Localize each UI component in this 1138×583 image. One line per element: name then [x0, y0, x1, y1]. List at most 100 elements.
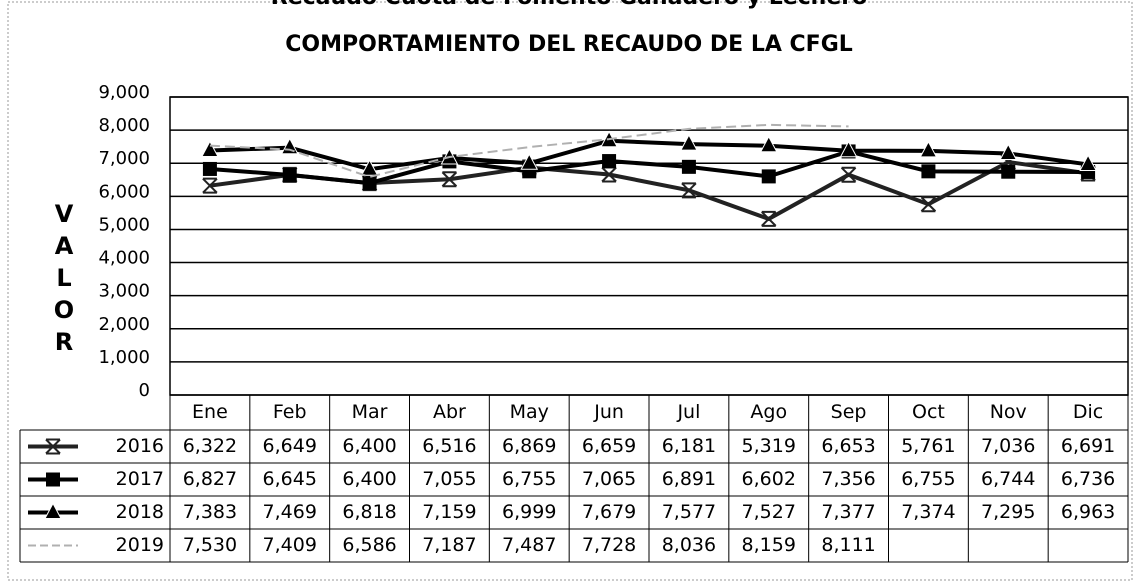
table-value: 6,602 — [742, 468, 796, 490]
table-value: 7,469 — [263, 501, 317, 523]
marker — [761, 210, 777, 227]
marker — [201, 140, 219, 158]
table-value: 5,319 — [742, 435, 796, 457]
table-value: 7,356 — [821, 468, 875, 490]
table-value: 7,295 — [981, 501, 1035, 523]
marker — [362, 176, 377, 191]
y-tick-label: 6,000 — [98, 181, 150, 202]
x-tick-label: Oct — [912, 401, 945, 423]
x-tick-label: Ago — [750, 401, 787, 423]
table-value: 7,377 — [821, 501, 875, 523]
x-tick-label: Ene — [192, 401, 228, 423]
marker — [202, 161, 217, 176]
marker — [45, 438, 61, 455]
table-value: 5,761 — [901, 435, 955, 457]
y-tick-label: 2,000 — [98, 314, 150, 335]
table-value: 6,691 — [1061, 435, 1115, 457]
table-value: 6,659 — [582, 435, 636, 457]
table-value: 6,645 — [263, 468, 317, 490]
table-value: 6,736 — [1061, 468, 1115, 490]
table-value: 7,530 — [183, 534, 237, 556]
marker — [839, 140, 858, 158]
x-tick-label: Mar — [352, 401, 388, 423]
y-tick-label: 0 — [139, 380, 150, 401]
x-tick-label: Sep — [831, 401, 867, 423]
table-value: 8,159 — [742, 534, 796, 556]
marker — [1079, 154, 1097, 171]
table-value: 6,586 — [342, 534, 396, 556]
table-value: 7,036 — [981, 435, 1035, 457]
x-tick-label: Dic — [1073, 401, 1103, 423]
marker — [999, 143, 1018, 160]
table-value: 7,374 — [901, 501, 955, 523]
marker — [202, 177, 218, 194]
marker — [759, 135, 778, 153]
marker — [681, 159, 696, 174]
table-value: 7,187 — [422, 534, 476, 556]
x-tick-label: Jun — [593, 401, 624, 423]
table-value: 6,744 — [981, 468, 1035, 490]
table-value: 6,653 — [821, 435, 875, 457]
y-tick-label: 8,000 — [98, 115, 150, 136]
table-value: 6,649 — [263, 435, 317, 457]
y-tick-label: 9,000 — [98, 82, 150, 103]
y-tick-label: 4,000 — [98, 248, 150, 269]
marker — [282, 167, 297, 182]
table-value: 6,516 — [422, 435, 476, 457]
marker — [761, 169, 776, 184]
legend-label: 2019 — [116, 534, 164, 556]
legend-label: 2016 — [116, 435, 164, 457]
table-value: 6,818 — [342, 501, 396, 523]
table-value: 6,891 — [662, 468, 716, 490]
outer-border — [7, 1, 1133, 581]
table-value: 6,400 — [342, 435, 396, 457]
table-value: 7,065 — [582, 468, 636, 490]
marker — [44, 502, 62, 519]
x-tick-label: May — [510, 401, 549, 423]
y-tick-label: 5,000 — [98, 214, 150, 235]
table-value: 7,409 — [263, 534, 317, 556]
marker — [681, 182, 697, 199]
table-value: 8,036 — [662, 534, 716, 556]
y-tick-label: 1,000 — [98, 347, 150, 368]
chart-title: COMPORTAMIENTO DEL RECAUDO DE LA CFGL — [285, 32, 853, 57]
legend-label: 2017 — [116, 468, 164, 490]
table-value: 6,755 — [502, 468, 556, 490]
x-tick-label: Nov — [990, 401, 1027, 423]
series-line — [209, 123, 849, 178]
table-value: 7,159 — [422, 501, 476, 523]
y-axis-label: VALOR — [50, 200, 78, 360]
series-line — [209, 149, 1089, 186]
table-value: 8,111 — [821, 534, 875, 556]
table-value: 6,827 — [183, 468, 237, 490]
marker — [840, 166, 857, 183]
page-title: Recaudo Cuota de Fomento Ganadero y Lech… — [271, 0, 867, 10]
marker — [46, 472, 60, 487]
table-value: 7,487 — [502, 534, 556, 556]
marker — [602, 154, 617, 169]
x-tick-label: Abr — [433, 401, 466, 423]
marker — [920, 196, 937, 213]
legend-label: 2018 — [116, 501, 164, 523]
marker — [1000, 154, 1016, 171]
marker — [601, 166, 617, 183]
marker — [360, 159, 379, 176]
x-tick-label: Feb — [273, 401, 307, 423]
table-value: 6,999 — [502, 501, 556, 523]
marker — [1001, 164, 1016, 179]
table-value: 6,400 — [342, 468, 396, 490]
marker — [921, 164, 936, 179]
x-tick-label: Jul — [676, 401, 700, 423]
table-value: 7,055 — [422, 468, 476, 490]
y-tick-label: 3,000 — [98, 281, 150, 302]
marker — [441, 171, 458, 188]
y-tick-label: 7,000 — [98, 148, 150, 169]
marker — [520, 153, 539, 170]
marker — [680, 134, 698, 151]
table-value: 6,755 — [901, 468, 955, 490]
marker — [919, 140, 938, 158]
table-value: 7,383 — [183, 501, 237, 523]
table-value: 6,869 — [502, 435, 556, 457]
